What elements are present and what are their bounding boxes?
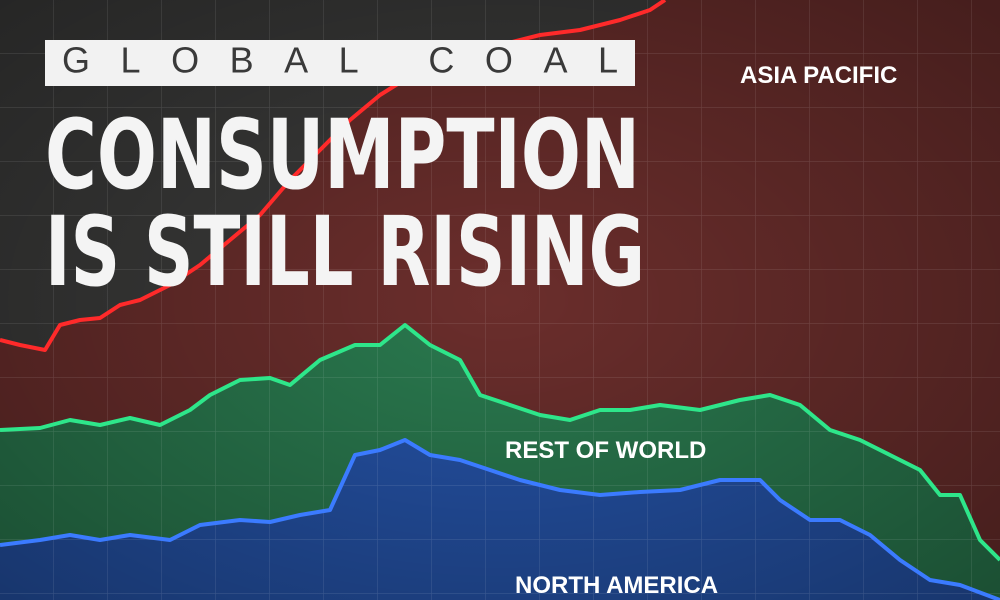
region-label: REST OF WORLD (505, 437, 706, 464)
north-america-line (0, 438, 1000, 600)
kicker-box (45, 40, 635, 86)
region-label: ASIA PACIFIC (740, 62, 897, 89)
region-label: NORTH AMERICA (515, 572, 718, 599)
rest-of-world-line (0, 323, 1000, 562)
title-line: CONSUMPTION (45, 99, 640, 211)
title-line: IS STILL RISING (45, 196, 645, 308)
asia-pacific-line (0, 0, 667, 352)
